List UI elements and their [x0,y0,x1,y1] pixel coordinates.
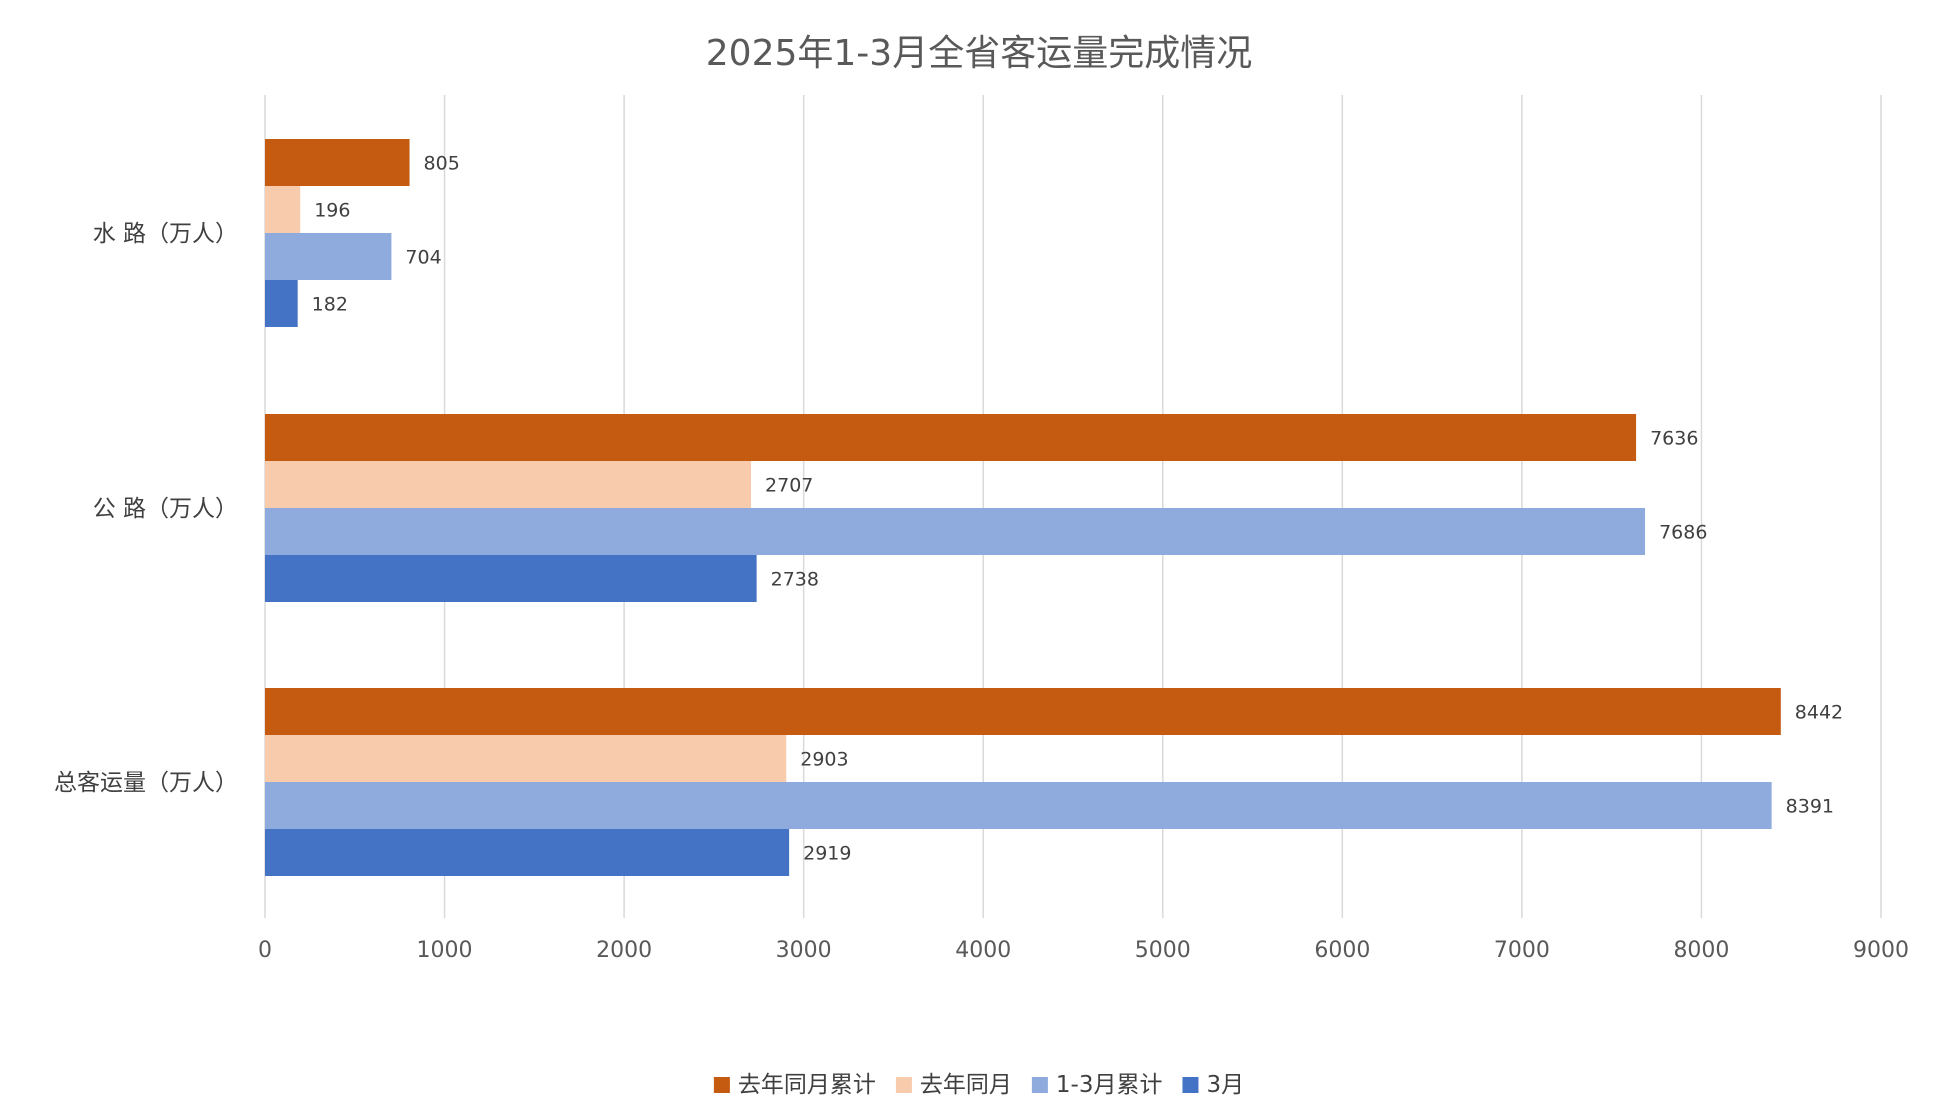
legend-label: 1-3月累计 [1056,1072,1163,1098]
category-label: 总客运量（万人） [54,770,238,796]
bar [265,688,1781,735]
legend: 去年同月累计 去年同月 1-3月累计 3月 [713,1072,1244,1098]
legend-label: 去年同月 [920,1072,1012,1098]
bar [265,414,1637,461]
data-label: 805 [424,153,460,175]
data-label: 2919 [803,843,851,865]
legend-label: 3月 [1206,1072,1244,1098]
x-tick-label: 2000 [596,938,652,963]
data-label: 8442 [1795,702,1843,724]
bar [265,233,392,280]
bar [265,186,301,233]
data-label: 2738 [771,569,819,591]
x-tick-label: 5000 [1135,938,1191,963]
x-tick-label: 7000 [1494,938,1550,963]
data-label: 704 [405,247,441,269]
bar [265,782,1772,829]
bar [265,829,790,876]
data-label: 182 [312,294,348,316]
x-tick-label: 4000 [955,938,1011,963]
legend-swatch [1182,1077,1199,1093]
chart-title: 2025年1-3月全省客运量完成情况 [706,33,1252,74]
x-tick-label: 9000 [1853,938,1909,963]
x-tick-label: 0 [258,938,272,963]
category-label: 公 路（万人） [93,496,238,522]
legend-items: 去年同月累计 去年同月 1-3月累计 3月 [713,1072,1244,1098]
x-tick-label: 3000 [776,938,832,963]
data-label: 8391 [1786,796,1834,818]
legend-swatch [713,1077,730,1093]
bar [265,280,298,327]
legend-swatch [895,1077,912,1093]
data-label: 7686 [1659,522,1707,544]
bar [265,508,1646,555]
bar [265,735,787,782]
bars: 805 196 704 182 7636 2707 7686 2738 8442 2903 8391… [265,139,1843,876]
x-tick-label: 6000 [1314,938,1370,963]
category-label: 水 路（万人） [93,221,238,247]
data-label: 2903 [800,749,848,771]
bar [265,139,410,186]
x-tick-label: 8000 [1673,938,1729,963]
bar [265,555,757,602]
bar [265,461,752,508]
x-tick-label: 1000 [417,938,473,963]
legend-swatch [1031,1077,1048,1093]
axes: 0 1000 2000 3000 4000 5000 6000 7000 8000 9000 水 路… [54,221,1909,963]
legend-label: 去年同月累计 [738,1072,876,1098]
gridlines [264,95,1882,918]
data-label: 196 [314,200,350,222]
data-label: 2707 [765,475,813,497]
data-label: 7636 [1650,428,1698,450]
